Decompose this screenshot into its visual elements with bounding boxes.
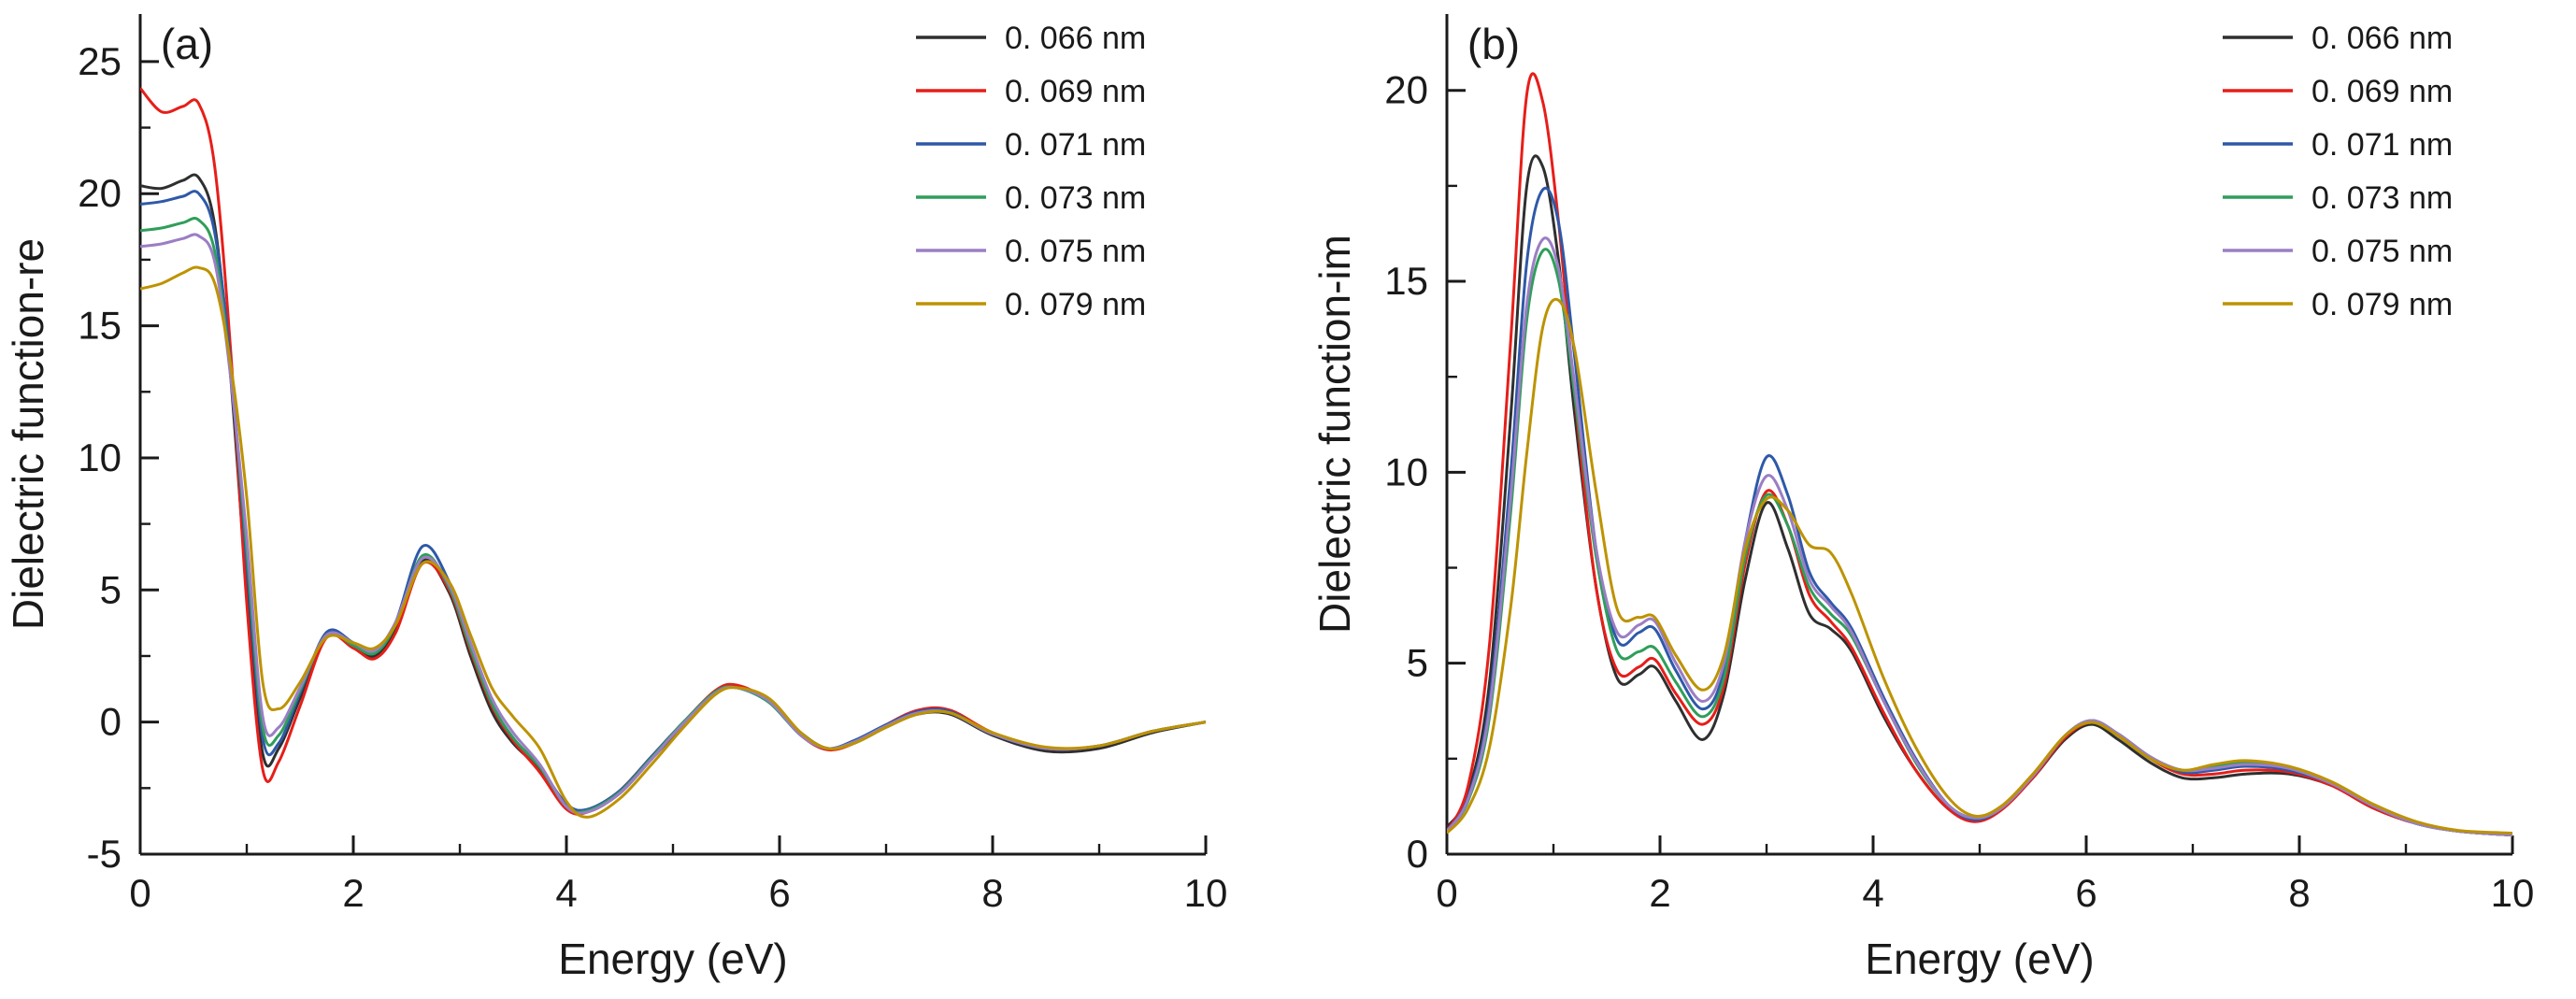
x-tick-label: 0 — [129, 871, 150, 915]
panel-b: 0 2 4 6 8 10 0 5 10 15 20 Energy (eV) Dielectric fun… — [1307, 0, 2576, 994]
panel-a: 0 2 4 6 8 10 -5 0 5 10 15 20 25 Energy (eV) Dielectric… — [0, 0, 1269, 994]
legend-item-label: 0. 069 nm — [2311, 74, 2453, 109]
series-line-0079nm — [1447, 297, 2512, 835]
x-tick-label: 4 — [1862, 871, 1883, 915]
y-tick-label: 25 — [78, 39, 122, 83]
x-tick-label: 6 — [2075, 871, 2097, 915]
x-axis-label: Energy (eV) — [1865, 935, 2094, 983]
legend-item-label: 0. 079 nm — [2311, 287, 2453, 322]
y-tick-label: 0 — [100, 700, 122, 744]
legend-item-label: 0. 071 nm — [2311, 127, 2453, 163]
panel-label: (b) — [1467, 20, 1520, 68]
x-tick-label: 0 — [1436, 871, 1457, 915]
series-line-0073nm — [1447, 248, 2512, 837]
y-axis-label: Dielectric function-re — [4, 238, 52, 630]
series-line-0071nm — [1447, 186, 2512, 837]
y-tick-label: 20 — [1384, 68, 1428, 112]
y-tick-label: 10 — [78, 435, 122, 479]
series-line-0066nm — [1447, 154, 2512, 837]
legend-item: 0. 071 nm — [916, 127, 1146, 163]
legend-item: 0. 079 nm — [916, 287, 1146, 322]
chart-svg-(b): 0 2 4 6 8 10 0 5 10 15 20 Energy (eV) Dielectric fun… — [1310, 14, 2535, 983]
x-tick-label: 2 — [342, 871, 364, 915]
legend-item-label: 0. 073 nm — [1005, 180, 1146, 216]
series-line-0071nm — [140, 190, 1206, 812]
x-tick-label: 10 — [1184, 871, 1228, 915]
legend-item-label: 0. 079 nm — [1005, 287, 1146, 322]
y-tick-label: 0 — [1407, 832, 1428, 876]
legend-item-label: 0. 066 nm — [2311, 21, 2453, 56]
y-tick-label: 10 — [1384, 450, 1428, 493]
legend-item: 0. 079 nm — [2223, 287, 2453, 322]
y-tick-label: -5 — [87, 832, 122, 876]
y-tick-label: 5 — [1407, 641, 1428, 685]
x-axis-label: Energy (eV) — [558, 935, 787, 983]
legend-item: 0. 075 nm — [916, 234, 1146, 269]
legend-item-label: 0. 069 nm — [1005, 74, 1146, 109]
legend-item: 0. 069 nm — [916, 74, 1146, 109]
y-tick-label: 20 — [78, 171, 122, 215]
series-line-0066nm — [140, 173, 1206, 815]
legend-item-label: 0. 075 nm — [2311, 234, 2453, 269]
y-axis-label: Dielectric function-im — [1310, 235, 1359, 634]
legend-item-label: 0. 073 nm — [2311, 180, 2453, 216]
y-tick-label: 5 — [100, 567, 122, 611]
legend-item-label: 0. 066 nm — [1005, 21, 1146, 56]
x-tick-label: 8 — [2288, 871, 2310, 915]
legend-item: 0. 075 nm — [2223, 234, 2453, 269]
x-tick-label: 2 — [1649, 871, 1670, 915]
series-line-0075nm — [1447, 236, 2512, 837]
x-tick-label: 4 — [555, 871, 577, 915]
panel-label: (a) — [161, 20, 213, 68]
y-tick-label: 15 — [1384, 259, 1428, 303]
legend-item: 0. 066 nm — [916, 21, 1146, 56]
legend-item: 0. 066 nm — [2223, 21, 2453, 56]
legend-item: 0. 069 nm — [2223, 74, 2453, 109]
series-line-0079nm — [140, 265, 1206, 819]
x-tick-label: 6 — [768, 871, 790, 915]
legend-item: 0. 073 nm — [2223, 180, 2453, 216]
legend-item-label: 0. 071 nm — [1005, 127, 1146, 163]
legend-item: 0. 071 nm — [2223, 127, 2453, 163]
y-tick-label: 15 — [78, 304, 122, 348]
x-tick-label: 8 — [981, 871, 1003, 915]
legend-item-label: 0. 075 nm — [1005, 234, 1146, 269]
legend-item: 0. 073 nm — [916, 180, 1146, 216]
x-tick-label: 10 — [2491, 871, 2535, 915]
